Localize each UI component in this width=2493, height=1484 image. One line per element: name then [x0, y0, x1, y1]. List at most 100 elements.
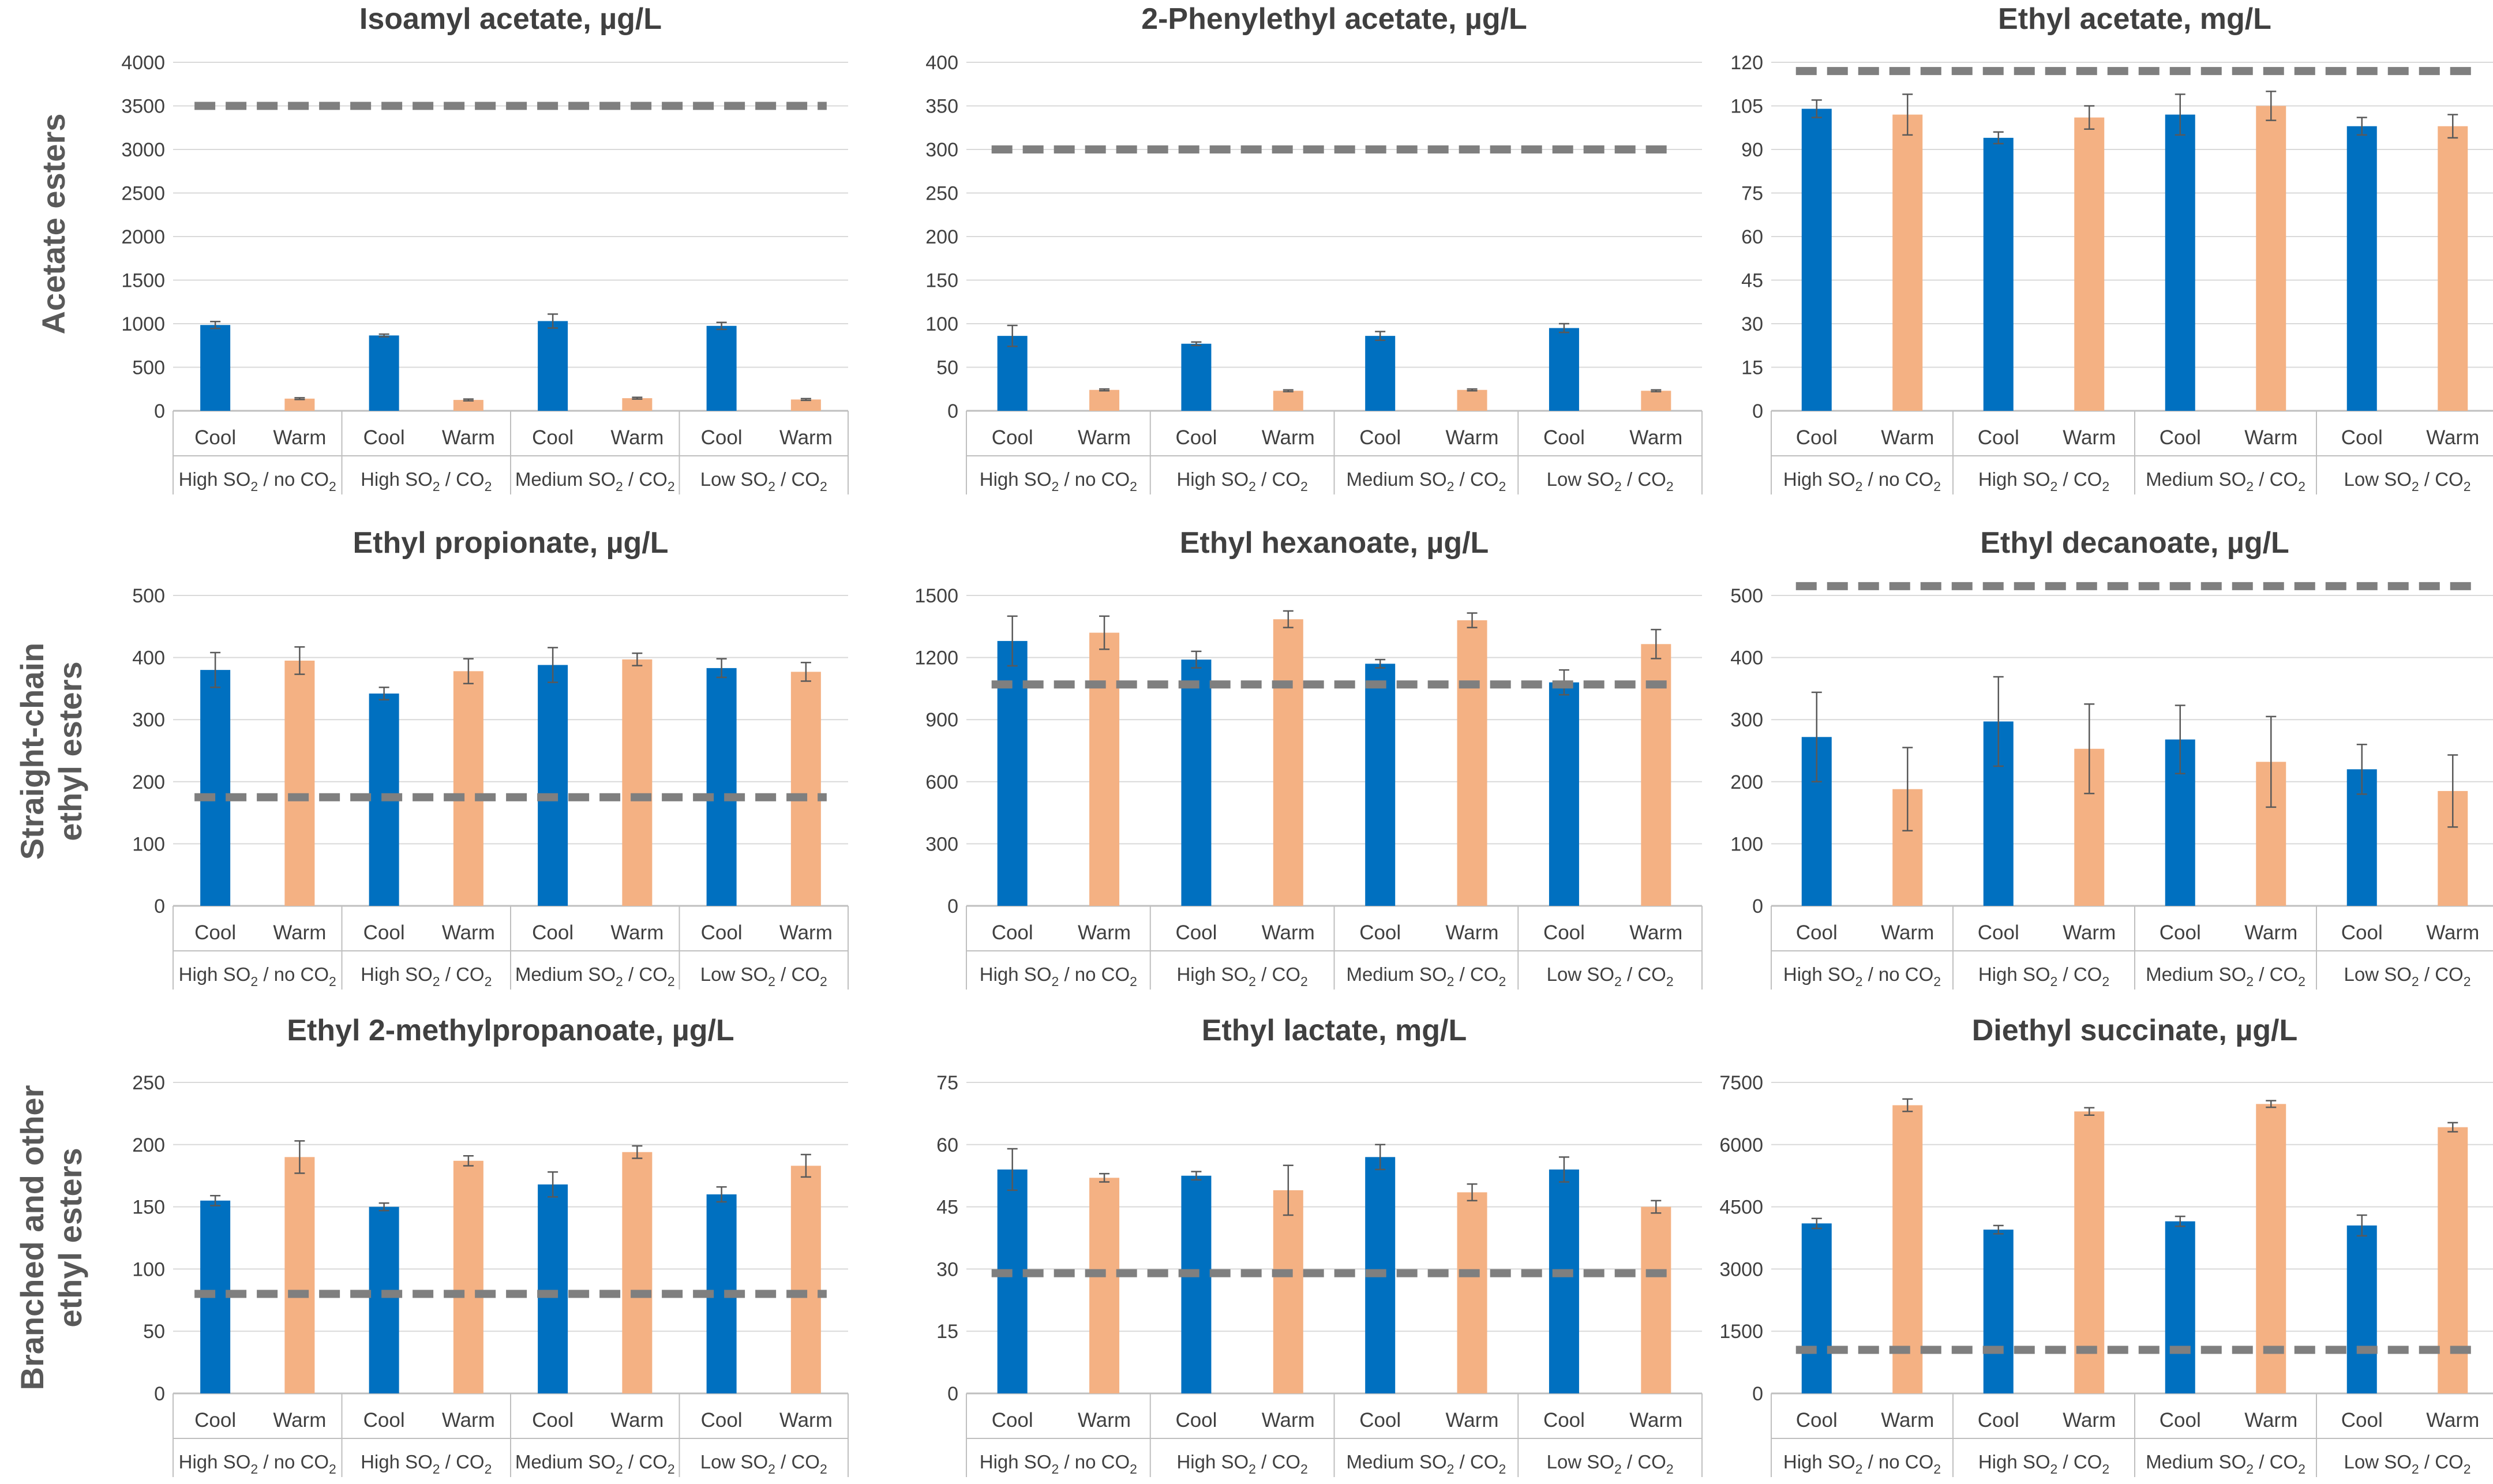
subscript: 2: [768, 479, 775, 494]
subscript: 2: [2412, 479, 2419, 494]
row-label-line: ethyl esters: [52, 1148, 88, 1327]
x-group-label-part: / CO: [2057, 1451, 2102, 1472]
bar-warm: [453, 400, 483, 411]
x-category-label: Warm: [442, 921, 495, 944]
subscript: 2: [329, 479, 336, 494]
y-tick-label: 400: [925, 52, 958, 74]
subscript: 2: [2298, 974, 2305, 989]
x-category-label: Cool: [1359, 921, 1401, 944]
x-category-label: Cool: [1543, 1409, 1585, 1431]
y-tick-label: 500: [1730, 585, 1763, 607]
x-group-label-part: / CO: [2419, 1451, 2464, 1472]
chart-title: Ethyl hexanoate, µg/L: [1180, 526, 1489, 560]
y-tick-label: 30: [1741, 313, 1763, 335]
x-category-label: Warm: [610, 1409, 663, 1431]
y-tick-label: 1500: [914, 585, 958, 607]
x-category-label: Cool: [2160, 426, 2201, 449]
x-category-label: Cool: [992, 921, 1033, 944]
bar-cool: [369, 1206, 399, 1393]
y-tick-label: 15: [936, 1321, 958, 1343]
bar-warm: [1089, 632, 1120, 906]
x-category-label: Cool: [532, 426, 573, 449]
subscript: 2: [1300, 479, 1308, 494]
x-category-label: Warm: [1262, 426, 1315, 449]
bar-warm: [2074, 117, 2105, 411]
x-group-label: Low SO2 / CO2: [2344, 964, 2471, 989]
x-group-label: Medium SO2 / CO2: [1346, 469, 1506, 494]
y-tick-label: 100: [132, 1258, 165, 1280]
x-category-label: Cool: [2160, 1409, 2201, 1431]
x-group-label-part: High SO: [1978, 964, 2050, 985]
subscript: 2: [616, 974, 623, 989]
y-tick-label: 200: [1730, 771, 1763, 793]
bar-cool: [1549, 328, 1579, 411]
x-group-label: Low SO2 / CO2: [700, 964, 827, 989]
y-tick-label: 1500: [1719, 1321, 1763, 1343]
y-tick-label: 3000: [121, 139, 165, 161]
subscript: 2: [1498, 1461, 1506, 1476]
subscript: 2: [1498, 479, 1506, 494]
chart-title: Ethyl acetate, mg/L: [1998, 2, 2271, 36]
y-tick-label: 250: [925, 183, 958, 205]
bar-cool: [706, 325, 737, 411]
chart-panel-4: Ethyl hexanoate, µg/L 0 300 600 900 1200 1500 C…: [914, 526, 1703, 990]
subscript: 2: [1447, 1461, 1454, 1476]
x-group-label-part: High SO: [980, 964, 1052, 985]
x-category-label: Cool: [532, 1409, 573, 1431]
y-tick-label: 45: [936, 1197, 958, 1219]
bar-warm: [790, 399, 821, 411]
x-group-label-part: High SO: [1783, 1451, 1855, 1472]
x-group-label-part: / CO: [775, 469, 820, 490]
y-tick-label: 1200: [914, 647, 958, 669]
x-category-label: Cool: [701, 1409, 743, 1431]
x-group-label: High SO2 / CO2: [1176, 469, 1307, 494]
x-category-label: Cool: [1543, 921, 1585, 944]
y-tick-label: 900: [925, 709, 958, 731]
bar-cool: [538, 665, 568, 906]
x-group-label-part: High SO: [1978, 1451, 2050, 1472]
x-category-label: Warm: [2426, 1409, 2479, 1431]
subscript: 2: [1130, 479, 1137, 494]
subscript: 2: [433, 974, 440, 989]
x-group-label-part: Medium SO: [515, 469, 616, 490]
y-tick-label: 300: [925, 139, 958, 161]
subscript: 2: [616, 1461, 623, 1476]
subscript: 2: [1666, 1461, 1674, 1476]
y-tick-label: 50: [143, 1321, 165, 1343]
subscript: 2: [2102, 1461, 2109, 1476]
subscript: 2: [2102, 479, 2109, 494]
x-category-label: Warm: [779, 426, 833, 449]
x-group-label-part: Medium SO: [1346, 1451, 1446, 1472]
y-tick-label: 100: [925, 313, 958, 335]
x-group-label-part: / CO: [440, 1451, 485, 1472]
x-group-label-part: / CO: [2057, 964, 2102, 985]
x-group-label-part: High SO: [980, 1451, 1052, 1472]
x-category-label: Warm: [273, 1409, 326, 1431]
bar-warm: [1273, 619, 1303, 906]
x-group-label-part: High SO: [980, 469, 1052, 490]
chart-title: Diethyl succinate, µg/L: [1972, 1014, 2298, 1047]
x-group-label-part: High SO: [361, 469, 433, 490]
x-category-label: Warm: [2244, 426, 2297, 449]
x-group-label-part: High SO: [179, 469, 251, 490]
x-group-label-part: High SO: [1176, 1451, 1249, 1472]
x-group-label-part: / CO: [2419, 964, 2464, 985]
x-category-label: Cool: [363, 426, 405, 449]
x-group-label-part: Low SO: [1547, 469, 1614, 490]
x-category-label: Warm: [1078, 921, 1131, 944]
x-group-label-part: High SO: [361, 1451, 433, 1472]
y-tick-label: 0: [154, 400, 165, 422]
bar-cool: [1181, 343, 1212, 411]
x-category-label: Cool: [1978, 426, 2019, 449]
subscript: 2: [1130, 1461, 1137, 1476]
x-group-label: Medium SO2 / CO2: [515, 469, 675, 494]
x-category-label: Cool: [1978, 921, 2019, 944]
bar-cool: [1181, 659, 1212, 906]
bar-warm: [622, 398, 653, 411]
subscript: 2: [1614, 974, 1622, 989]
y-tick-label: 2500: [121, 183, 165, 205]
bar-cool: [200, 325, 231, 411]
y-tick-label: 500: [132, 357, 165, 379]
x-category-label: Warm: [610, 426, 663, 449]
subscript: 2: [250, 974, 258, 989]
